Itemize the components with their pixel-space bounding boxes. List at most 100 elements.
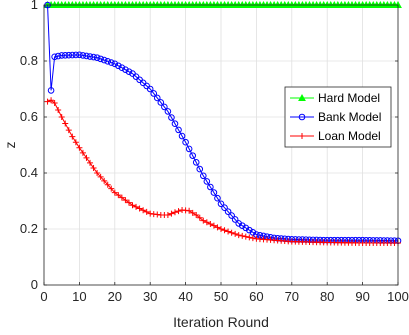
data-point bbox=[86, 53, 94, 60]
x-tick-label: 50 bbox=[214, 289, 228, 304]
data-point bbox=[72, 51, 80, 59]
data-point bbox=[69, 133, 76, 140]
data-point bbox=[207, 183, 214, 191]
data-point bbox=[246, 234, 253, 241]
data-point bbox=[196, 214, 203, 221]
x-axis-label: Iteration Round bbox=[173, 314, 269, 330]
data-point bbox=[118, 194, 125, 201]
data-point bbox=[61, 51, 69, 59]
data-point bbox=[47, 87, 55, 94]
data-point bbox=[79, 52, 87, 59]
data-point bbox=[175, 126, 182, 134]
data-point bbox=[157, 99, 165, 106]
y-tick-label: 0.6 bbox=[20, 109, 38, 124]
data-point bbox=[58, 52, 66, 59]
data-point bbox=[189, 209, 196, 216]
data-point bbox=[189, 152, 196, 159]
data-point bbox=[168, 114, 175, 121]
data-point bbox=[104, 181, 111, 188]
data-point bbox=[83, 154, 90, 161]
data-point bbox=[87, 159, 94, 166]
data-point bbox=[97, 55, 104, 63]
data-point bbox=[65, 127, 72, 134]
data-point bbox=[249, 235, 256, 242]
data-point bbox=[196, 165, 204, 173]
data-point bbox=[62, 120, 69, 127]
legend-label: Loan Model bbox=[318, 129, 381, 143]
data-point bbox=[90, 164, 97, 171]
data-point bbox=[122, 66, 129, 73]
data-point bbox=[55, 107, 62, 113]
legend: Hard Model Bank Model Loan Model bbox=[284, 86, 392, 148]
data-point bbox=[214, 224, 221, 231]
y-tick-label: 1 bbox=[31, 0, 38, 12]
data-point bbox=[150, 90, 158, 97]
data-point bbox=[200, 172, 207, 180]
data-point bbox=[44, 98, 51, 105]
data-point bbox=[118, 64, 126, 72]
data-point bbox=[72, 139, 79, 146]
data-point bbox=[69, 51, 76, 59]
data-point bbox=[203, 219, 210, 226]
data-point bbox=[136, 205, 143, 212]
data-point bbox=[228, 229, 235, 236]
data-point bbox=[193, 212, 200, 218]
data-point bbox=[235, 232, 242, 239]
data-point bbox=[200, 217, 207, 224]
data-point bbox=[185, 145, 193, 153]
plot-frame bbox=[43, 4, 399, 286]
data-point bbox=[221, 227, 228, 234]
data-point bbox=[214, 194, 221, 202]
data-point bbox=[111, 189, 118, 196]
data-point bbox=[171, 120, 179, 128]
data-point bbox=[143, 208, 150, 215]
legend-item: Loan Model bbox=[290, 129, 381, 143]
legend-swatch-marker bbox=[298, 93, 306, 102]
legend-item: Hard Model bbox=[290, 91, 380, 105]
x-tick-label: 0 bbox=[40, 289, 47, 304]
data-point bbox=[178, 132, 186, 140]
data-point bbox=[242, 233, 249, 240]
data-point bbox=[146, 85, 154, 93]
x-tick-label: 40 bbox=[178, 289, 192, 304]
x-tick-label: 80 bbox=[320, 289, 334, 304]
x-tick-label: 90 bbox=[355, 289, 369, 304]
legend-swatch-marker bbox=[298, 113, 306, 121]
data-point bbox=[76, 144, 83, 151]
data-point bbox=[164, 108, 172, 115]
data-point bbox=[107, 59, 115, 66]
data-point bbox=[125, 68, 133, 75]
x-tick-label: 20 bbox=[108, 289, 122, 304]
legend-label: Hard Model bbox=[318, 91, 380, 105]
data-point bbox=[122, 197, 129, 204]
data-point bbox=[153, 94, 161, 102]
data-point bbox=[111, 60, 119, 68]
data-point bbox=[228, 212, 235, 219]
x-tick-label: 60 bbox=[249, 289, 263, 304]
data-point bbox=[101, 177, 108, 184]
data-point bbox=[97, 173, 104, 180]
y-tick-label: 0.8 bbox=[20, 53, 38, 68]
data-point bbox=[210, 189, 218, 196]
y-axis-label: z bbox=[2, 142, 18, 149]
data-point bbox=[239, 232, 246, 239]
legend-swatch-marker bbox=[299, 133, 305, 139]
data-point bbox=[224, 208, 232, 215]
data-point bbox=[182, 138, 189, 146]
data-point bbox=[140, 207, 147, 214]
data-point bbox=[207, 220, 214, 227]
data-point bbox=[221, 204, 228, 212]
data-point bbox=[76, 51, 83, 59]
data-point bbox=[210, 222, 217, 229]
data-point bbox=[161, 103, 168, 111]
data-point bbox=[94, 170, 101, 176]
data-point bbox=[79, 149, 86, 156]
data-point bbox=[133, 203, 140, 210]
data-point bbox=[232, 230, 239, 237]
legend-item: Bank Model bbox=[290, 110, 381, 124]
data-point bbox=[217, 200, 225, 208]
legend-label: Bank Model bbox=[318, 110, 381, 124]
data-point bbox=[186, 207, 193, 214]
y-tick-label: 0.2 bbox=[20, 221, 38, 236]
